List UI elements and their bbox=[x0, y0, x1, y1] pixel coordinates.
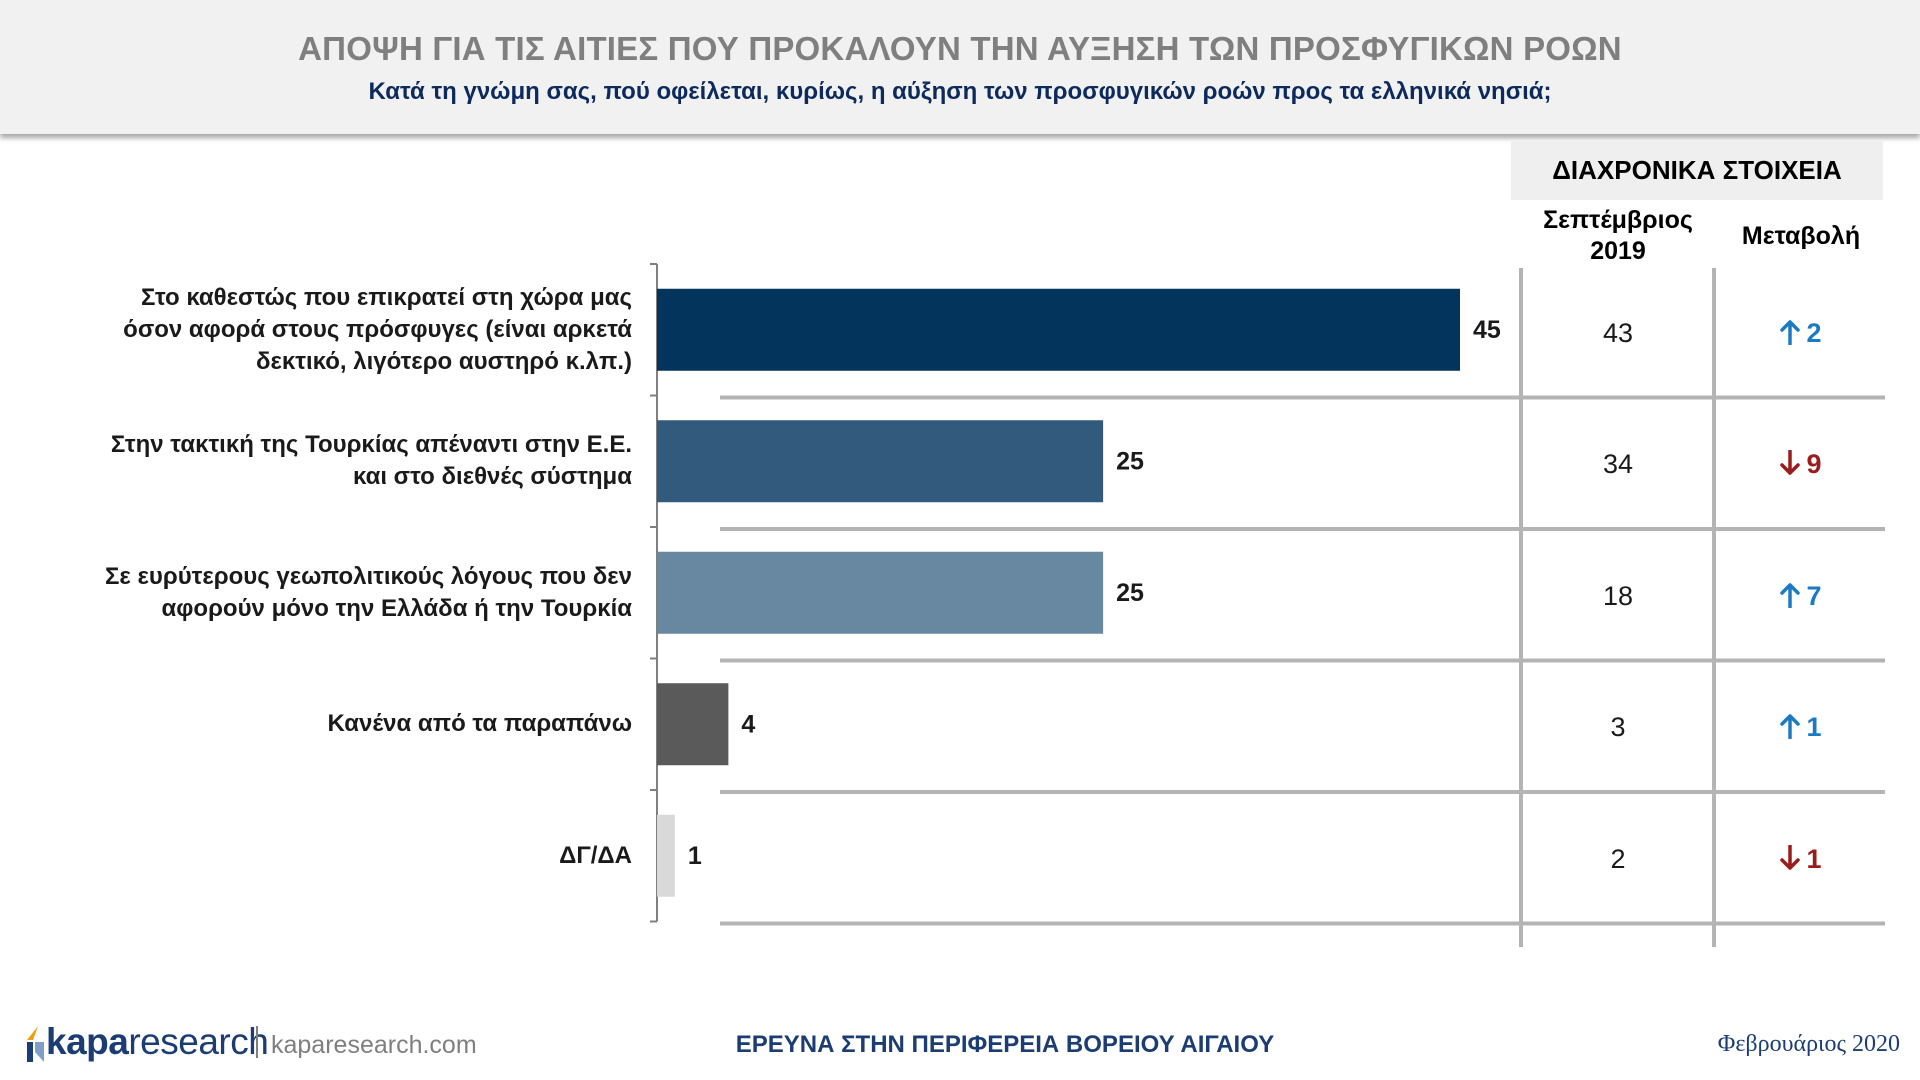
change-value: 7 bbox=[1716, 581, 1886, 612]
change-value: 9 bbox=[1716, 449, 1886, 480]
change-amount: 7 bbox=[1806, 580, 1822, 611]
previous-value: 34 bbox=[1602, 449, 1634, 480]
category-label: Σε ευρύτερους γεωπολιτικούς λόγους που δ… bbox=[100, 561, 632, 625]
change-value: 1 bbox=[1716, 844, 1886, 875]
footer-date: Φεβρουάριος 2020 bbox=[1717, 1031, 1900, 1057]
bar bbox=[657, 814, 675, 897]
category-label: Στο καθεστώς που επικρατεί στη χώρα μας ό… bbox=[100, 282, 632, 378]
change-value: 1 bbox=[1716, 712, 1886, 743]
previous-value: 43 bbox=[1602, 317, 1634, 348]
chart-area: 45 25 25 4 1 bbox=[650, 263, 1885, 947]
previous-value: 3 bbox=[1610, 712, 1626, 743]
arrow-up-icon bbox=[1780, 320, 1801, 346]
category-label-line: όσον αφορά στους πρόσφυγες (είναι αρκετά bbox=[123, 315, 632, 343]
arrow-down-icon bbox=[1780, 844, 1801, 870]
bar-value-label: 1 bbox=[688, 842, 702, 870]
bar-value-label: 45 bbox=[1473, 316, 1501, 344]
logo-brand-text: kaparesearch bbox=[46, 1021, 269, 1062]
question-subtitle: Κατά τη γνώμη σας, πού οφείλεται, κυρίως… bbox=[368, 78, 1552, 105]
historical-data-title: ΔΙΑΧΡΟΝΙΚΑ ΣΤΟΙΧΕΙΑ bbox=[1552, 155, 1842, 185]
change-amount: 2 bbox=[1806, 317, 1822, 348]
category-label-line: αφορούν μόνο την Ελλάδα ή την Τουρκία bbox=[161, 594, 633, 622]
change-value: 2 bbox=[1716, 318, 1886, 349]
bar bbox=[657, 551, 1104, 634]
historical-data-header: ΔΙΑΧΡΟΝΙΚΑ ΣΤΟΙΧΕΙΑ bbox=[1511, 141, 1883, 200]
category-label-line: Στο καθεστώς που επικρατεί στη χώρα μας bbox=[140, 283, 632, 311]
page-title: ΑΠΟΨΗ ΓΙΑ ΤΙΣ ΑΙΤΙΕΣ ΠΟΥ ΠΡΟΚΑΛΟΥΝ ΤΗΝ Α… bbox=[298, 30, 1622, 67]
footer-survey-title: ΕΡΕΥΝΑ ΣΤΗΝ ΠΕΡΙΦΕΡΕΙΑ ΒΟΡΕΙΟΥ ΑΙΓΑΙΟΥ bbox=[735, 1031, 1275, 1058]
header-banner: ΑΠΟΨΗ ΓΙΑ ΤΙΣ ΑΙΤΙΕΣ ΠΟΥ ΠΡΟΚΑΛΟΥΝ ΤΗΝ Α… bbox=[0, 0, 1920, 134]
category-label-line: δεκτικό, λιγότερο αυστηρό κ.λπ.) bbox=[255, 347, 632, 375]
bar-value-label: 4 bbox=[741, 710, 755, 738]
previous-value: 18 bbox=[1602, 580, 1634, 611]
bar bbox=[657, 683, 729, 766]
category-label-line: και στο διεθνές σύστημα bbox=[353, 463, 632, 491]
previous-wave-month: Σεπτέμβριος bbox=[1543, 206, 1693, 234]
bar bbox=[657, 288, 1460, 371]
change-amount: 1 bbox=[1806, 843, 1822, 874]
bar-value-label: 25 bbox=[1116, 447, 1144, 475]
category-label: Στην τακτική της Τουρκίας απέναντι στην … bbox=[100, 429, 632, 493]
logo-separator bbox=[256, 1026, 258, 1058]
previous-wave-year: 2019 bbox=[1590, 237, 1646, 265]
change-column-header: Μεταβολή bbox=[1741, 222, 1861, 250]
previous-value: 2 bbox=[1610, 843, 1626, 874]
website-url: kaparesearch.com bbox=[271, 1031, 477, 1059]
bar bbox=[657, 420, 1104, 503]
bar-value-label: 25 bbox=[1116, 579, 1144, 607]
category-label-line: ΔΓ/ΔΑ bbox=[559, 841, 632, 869]
arrow-down-icon bbox=[1780, 449, 1801, 475]
arrow-up-icon bbox=[1780, 583, 1801, 609]
arrow-up-icon bbox=[1780, 714, 1801, 740]
change-amount: 9 bbox=[1806, 449, 1822, 480]
logo-mark-icon bbox=[27, 1026, 44, 1062]
change-amount: 1 bbox=[1806, 712, 1822, 743]
category-label: ΔΓ/ΔΑ bbox=[100, 840, 632, 872]
category-label-line: Κανένα από τα παραπάνω bbox=[327, 710, 632, 738]
category-label: Κανένα από τα παραπάνω bbox=[100, 708, 632, 740]
previous-wave-column-header: Σεπτέμβριος 2019 bbox=[1523, 205, 1713, 267]
category-label-line: Σε ευρύτερους γεωπολιτικούς λόγους που δ… bbox=[105, 562, 632, 590]
category-label-line: Στην τακτική της Τουρκίας απέναντι στην … bbox=[110, 431, 632, 459]
